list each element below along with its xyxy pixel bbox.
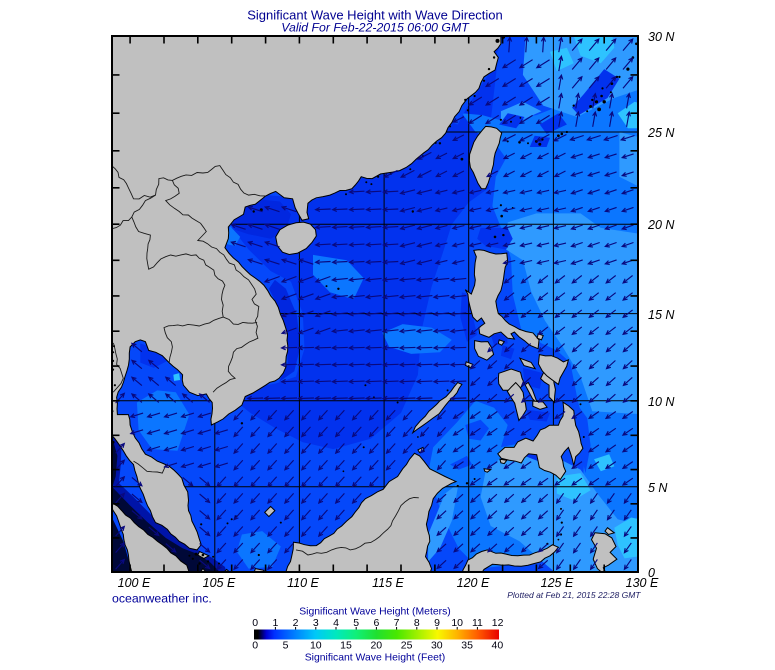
svg-text:1: 1 bbox=[272, 617, 278, 629]
svg-text:6: 6 bbox=[373, 617, 379, 629]
svg-text:130 E: 130 E bbox=[626, 576, 659, 590]
svg-text:40: 40 bbox=[492, 640, 504, 652]
svg-text:15 N: 15 N bbox=[648, 308, 675, 322]
svg-text:10 N: 10 N bbox=[648, 395, 675, 409]
svg-text:Significant Wave Height with W: Significant Wave Height with Wave Direct… bbox=[247, 8, 503, 23]
svg-text:3: 3 bbox=[313, 617, 319, 629]
svg-text:11: 11 bbox=[472, 617, 483, 629]
svg-text:30: 30 bbox=[431, 640, 443, 652]
svg-text:9: 9 bbox=[434, 617, 440, 629]
svg-text:30 N: 30 N bbox=[648, 30, 675, 44]
svg-text:105 E: 105 E bbox=[203, 576, 236, 590]
svg-text:0: 0 bbox=[648, 566, 655, 580]
svg-text:100 E: 100 E bbox=[118, 576, 151, 590]
svg-text:15: 15 bbox=[340, 640, 352, 652]
svg-text:5 N: 5 N bbox=[648, 481, 668, 495]
svg-text:4: 4 bbox=[333, 617, 339, 629]
svg-text:Significant Wave Height (Meter: Significant Wave Height (Meters) bbox=[299, 607, 451, 618]
svg-text:115 E: 115 E bbox=[372, 576, 404, 590]
svg-text:2: 2 bbox=[293, 617, 299, 629]
svg-text:110 E: 110 E bbox=[287, 576, 319, 590]
svg-text:25 N: 25 N bbox=[647, 126, 675, 140]
svg-text:12: 12 bbox=[492, 617, 504, 629]
svg-text:35: 35 bbox=[461, 640, 473, 652]
svg-text:10: 10 bbox=[451, 617, 463, 629]
svg-text:20: 20 bbox=[370, 640, 382, 652]
svg-text:0: 0 bbox=[252, 617, 258, 629]
svg-text:25: 25 bbox=[401, 640, 413, 652]
svg-text:120 E: 120 E bbox=[457, 576, 490, 590]
svg-text:125 E: 125 E bbox=[541, 576, 574, 590]
svg-text:7: 7 bbox=[394, 617, 400, 629]
svg-text:Plotted at Feb 21, 2015 22:28: Plotted at Feb 21, 2015 22:28 GMT bbox=[507, 590, 641, 600]
svg-text:Significant Wave Height (Feet): Significant Wave Height (Feet) bbox=[305, 653, 446, 664]
svg-text:10: 10 bbox=[310, 640, 322, 652]
svg-text:oceanweather inc.: oceanweather inc. bbox=[112, 592, 212, 606]
svg-text:0: 0 bbox=[252, 640, 258, 652]
svg-text:8: 8 bbox=[414, 617, 420, 629]
svg-text:20 N: 20 N bbox=[647, 218, 675, 232]
svg-text:5: 5 bbox=[283, 640, 289, 652]
svg-text:Valid For Feb-22-2015 06:00 GM: Valid For Feb-22-2015 06:00 GMT bbox=[281, 21, 470, 35]
svg-text:5: 5 bbox=[353, 617, 359, 629]
